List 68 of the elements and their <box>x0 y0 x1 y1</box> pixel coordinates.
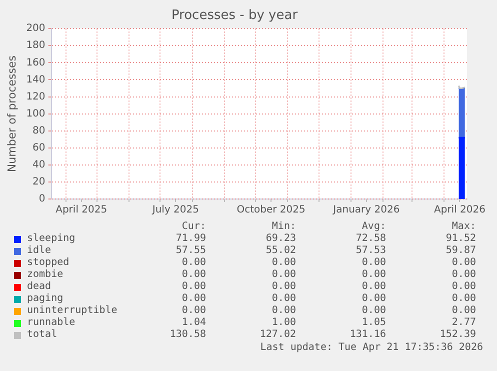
text: 0.00 <box>182 269 206 281</box>
text: 0.00 <box>272 293 296 305</box>
text: 0.00 <box>362 305 386 317</box>
text: 1.00 <box>272 317 296 329</box>
text: 1.05 <box>362 317 386 329</box>
y-tick-label: 60 <box>32 142 46 154</box>
text: 0.00 <box>362 269 386 281</box>
text: 0.00 <box>272 281 296 293</box>
text: 72.58 <box>356 233 386 245</box>
text: 0.00 <box>182 281 206 293</box>
y-tick-label: 20 <box>32 176 46 188</box>
legend-label: dead <box>27 281 52 293</box>
y-axis-title: Number of processes <box>5 55 18 172</box>
legend-label: stopped <box>27 257 70 269</box>
text: 1.04 <box>182 317 206 329</box>
y-tick-label: 140 <box>26 74 46 86</box>
y-tick-label: 120 <box>26 91 46 102</box>
text: 0.00 <box>182 257 206 269</box>
text: 127.02 <box>260 329 296 341</box>
text: 57.53 <box>356 245 386 257</box>
legend-label: zombie <box>27 269 64 281</box>
y-tick-label: 80 <box>32 125 46 136</box>
legend-label: idle <box>27 245 52 257</box>
x-tick-label: October 2025 <box>236 204 306 216</box>
text: 0.00 <box>182 293 206 305</box>
text: 0.00 <box>362 293 386 305</box>
text: 0.00 <box>272 257 296 269</box>
y-tick-label: 200 <box>26 23 46 34</box>
x-tick-label: January 2026 <box>332 204 400 216</box>
y-tick-label: 40 <box>32 160 46 171</box>
text: Min: <box>272 221 296 233</box>
text: 0.00 <box>362 257 386 269</box>
text: 2.77 <box>452 317 476 329</box>
text: 0.00 <box>452 305 476 317</box>
text: Avg: <box>362 221 386 233</box>
y-tick-label: 160 <box>26 57 46 68</box>
x-tick-label: April 2025 <box>56 204 108 216</box>
text: 0.00 <box>272 269 296 281</box>
text: Max: <box>452 221 476 233</box>
text: 0.00 <box>182 305 206 317</box>
text: 59.87 <box>446 245 476 257</box>
text: 0.00 <box>452 293 476 305</box>
text: 0.00 <box>452 257 476 269</box>
text: 130.58 <box>170 329 206 341</box>
text: 71.99 <box>176 233 206 245</box>
text: 131.16 <box>350 329 386 341</box>
y-tick-label: 180 <box>26 40 46 52</box>
chart-title: Processes - by year <box>171 8 298 24</box>
text: Last update: Tue Apr 21 17:35:36 2026 <box>260 342 483 354</box>
x-tick-label: April 2026 <box>434 204 486 216</box>
text: 57.55 <box>176 245 206 257</box>
y-tick-label: 0 <box>38 194 46 205</box>
text: 0.00 <box>452 269 476 281</box>
text: 91.52 <box>446 233 476 245</box>
legend-label: total <box>27 329 58 341</box>
text: 55.02 <box>266 245 296 257</box>
text: 0.00 <box>362 281 386 293</box>
text: 0.00 <box>452 281 476 293</box>
text: 152.39 <box>440 329 476 341</box>
text: 69.23 <box>266 233 296 245</box>
x-tick-label: July 2025 <box>151 204 199 216</box>
text: Cur: <box>182 221 206 233</box>
text: 0.00 <box>272 305 296 317</box>
legend-label: paging <box>27 293 64 305</box>
legend-label: runnable <box>27 317 76 329</box>
y-tick-label: 100 <box>26 108 46 120</box>
legend-label: uninterruptible <box>27 305 118 317</box>
legend-label: sleeping <box>27 233 76 245</box>
